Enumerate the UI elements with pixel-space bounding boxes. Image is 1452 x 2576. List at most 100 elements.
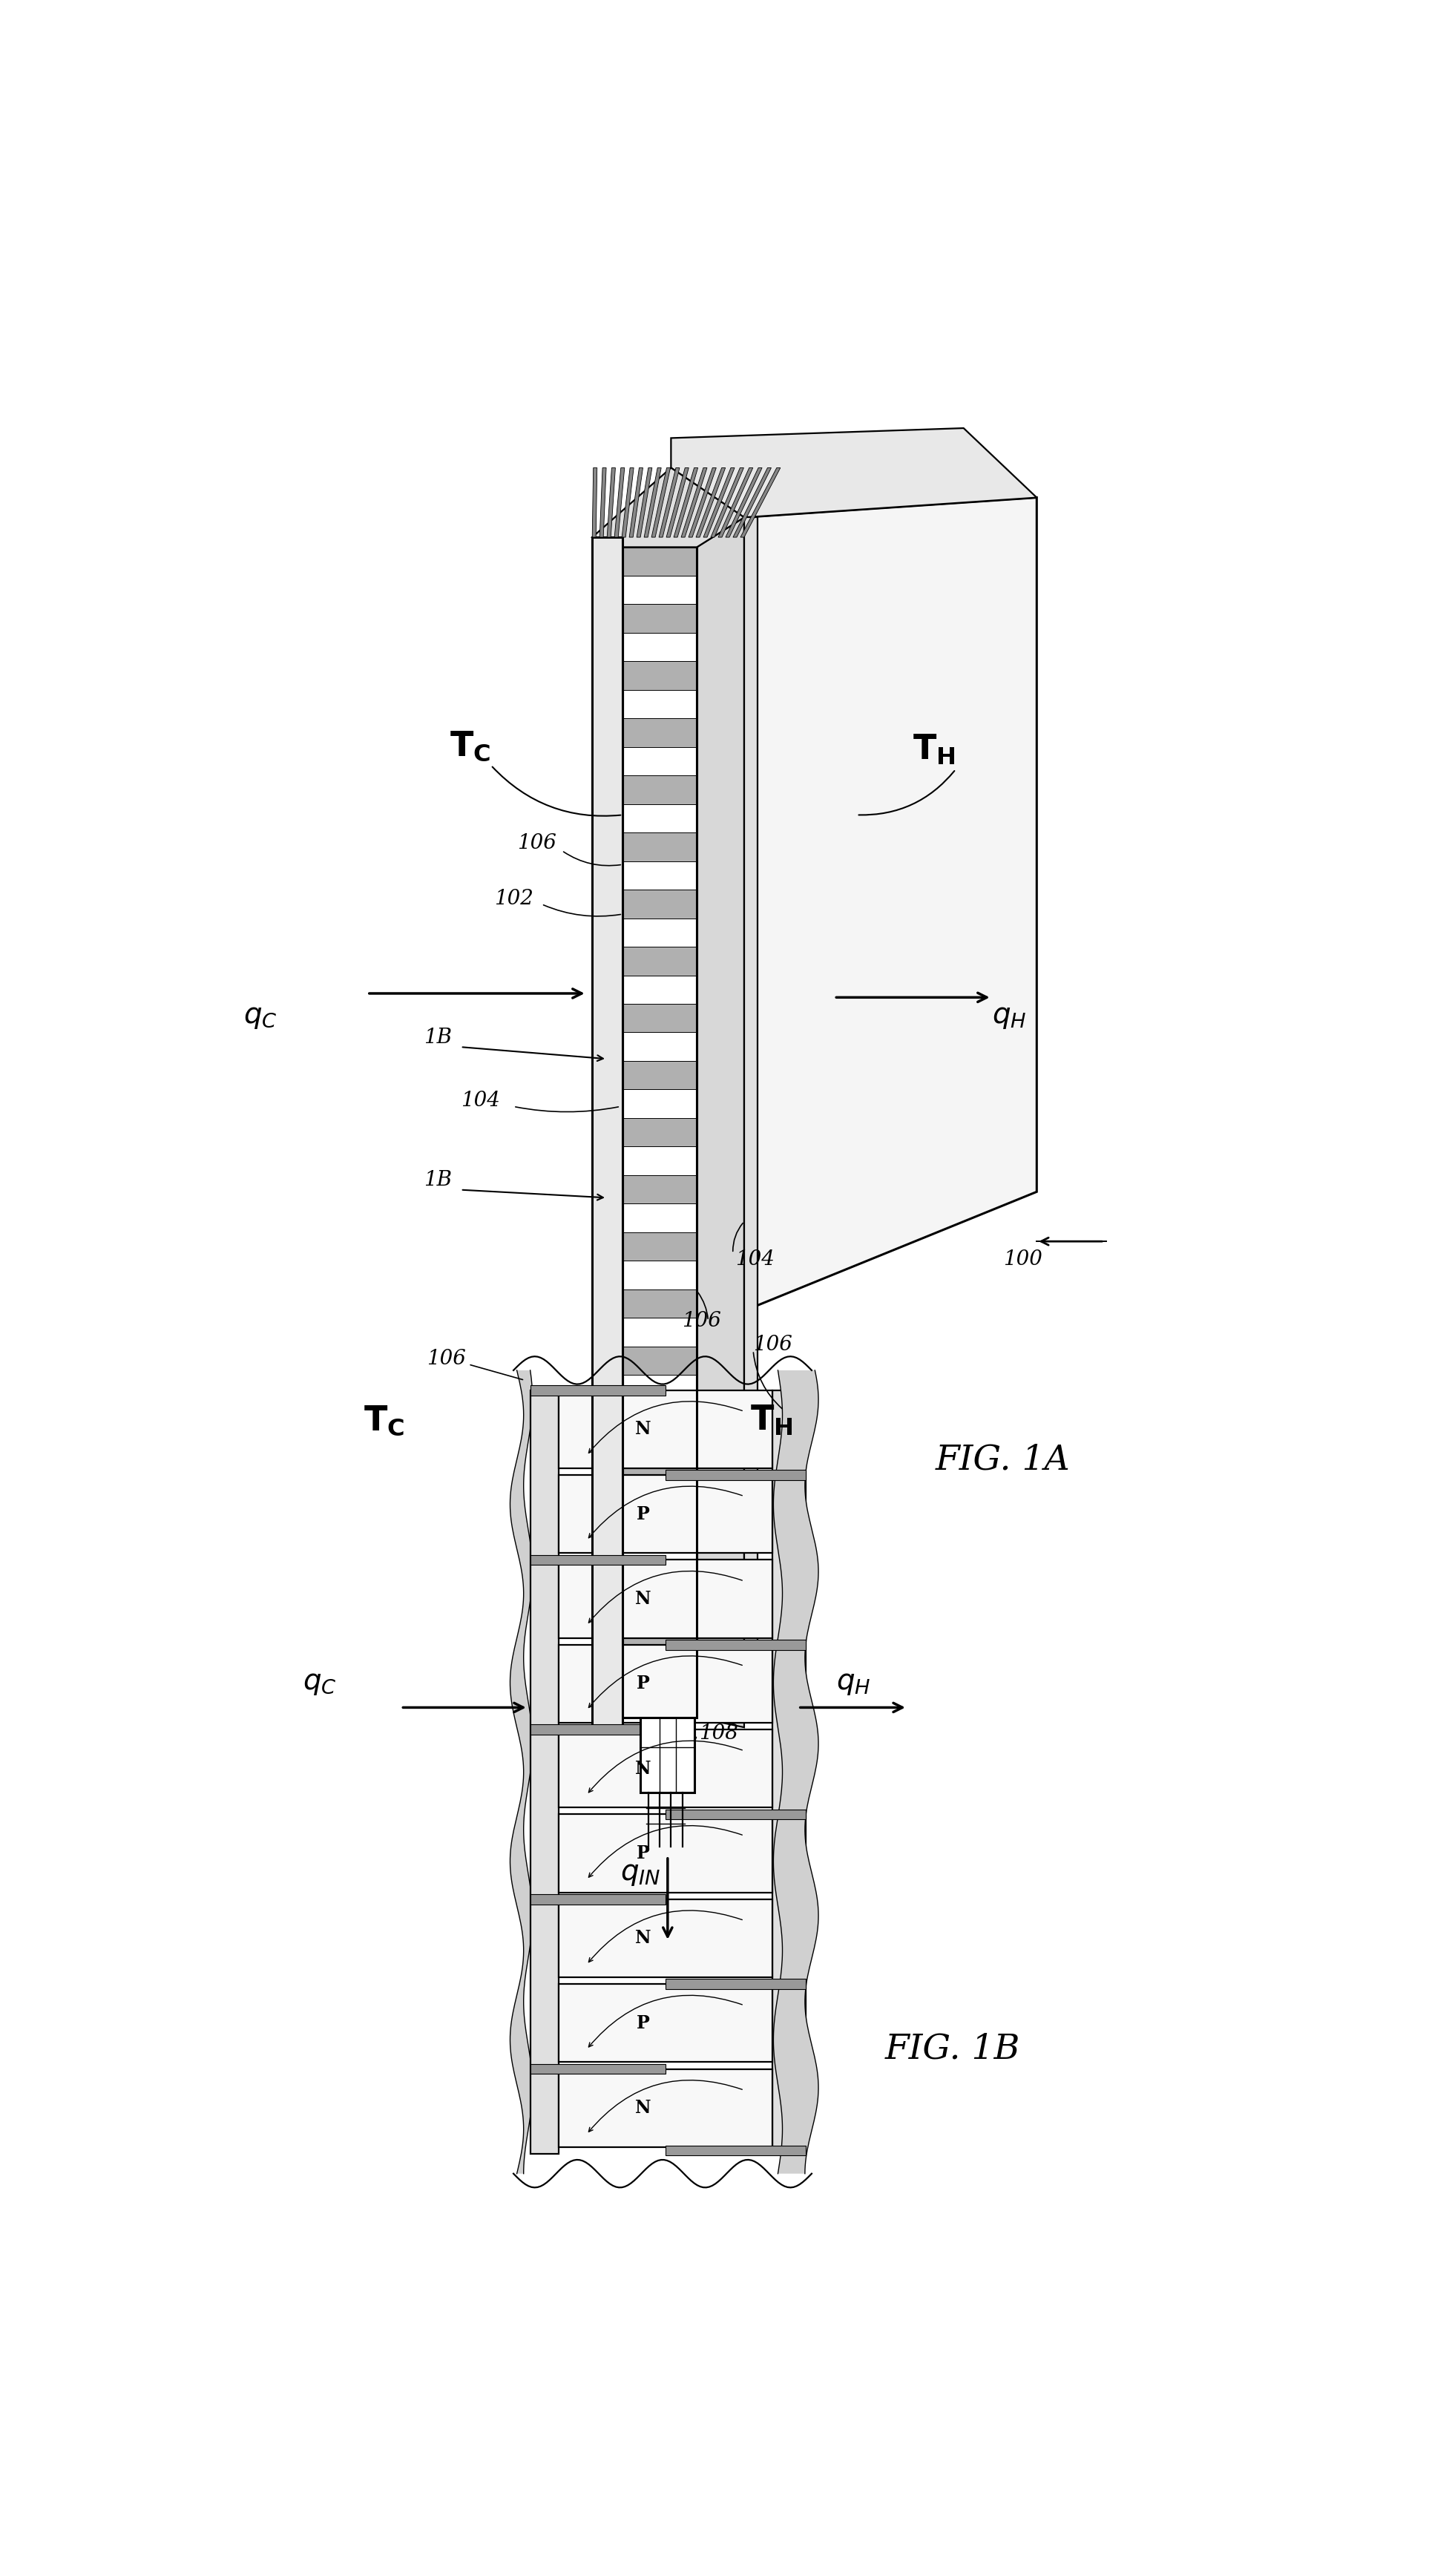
Text: $\mathbf{T_C}$: $\mathbf{T_C}$ [364, 1404, 405, 1437]
Polygon shape [652, 469, 671, 538]
Bar [623, 1118, 697, 1146]
Text: $q_{IN}$: $q_{IN}$ [620, 1860, 661, 1888]
Polygon shape [688, 469, 716, 538]
Polygon shape [703, 469, 735, 538]
Text: $q_H$: $q_H$ [992, 1002, 1027, 1030]
Polygon shape [645, 469, 661, 538]
Polygon shape [726, 469, 762, 538]
Polygon shape [733, 469, 771, 538]
Text: $q_C$: $q_C$ [303, 1669, 337, 1698]
Text: 106: 106 [754, 1334, 793, 1355]
Polygon shape [711, 469, 743, 538]
Bar [530, 2063, 665, 2074]
Polygon shape [559, 1984, 772, 2063]
Text: N: N [635, 1929, 650, 1947]
Text: $q_C$: $q_C$ [244, 1002, 277, 1030]
Polygon shape [772, 1391, 806, 2154]
Bar [623, 1404, 697, 1432]
Polygon shape [719, 469, 754, 538]
Bar [665, 1808, 806, 1819]
Polygon shape [559, 1728, 772, 1808]
Polygon shape [741, 469, 780, 538]
Bar [623, 1461, 697, 1489]
Bar [623, 1061, 697, 1090]
Text: P: P [636, 2014, 649, 2032]
Text: P: P [636, 1504, 649, 1522]
Polygon shape [697, 518, 745, 1728]
Text: $\mathbf{T_H}$: $\mathbf{T_H}$ [913, 734, 955, 768]
Text: $q_H$: $q_H$ [836, 1669, 871, 1698]
Polygon shape [636, 469, 652, 538]
Polygon shape [629, 469, 643, 538]
Bar [530, 1723, 665, 1734]
Polygon shape [592, 538, 623, 1728]
Text: 108: 108 [700, 1723, 739, 1744]
Bar [623, 546, 697, 574]
Bar [623, 719, 697, 747]
Bar [623, 1690, 697, 1718]
Polygon shape [530, 1391, 559, 2154]
Text: 100: 100 [1003, 1249, 1043, 1270]
Text: N: N [635, 1759, 650, 1777]
Bar [665, 2146, 806, 2156]
Polygon shape [600, 469, 607, 538]
Polygon shape [559, 1561, 772, 1638]
Polygon shape [614, 469, 624, 538]
Bar [530, 1386, 665, 1396]
Polygon shape [745, 518, 758, 1718]
Text: FIG. 1A: FIG. 1A [935, 1443, 1070, 1476]
Bar [623, 889, 697, 917]
Bar [623, 1631, 697, 1662]
Text: N: N [635, 1419, 650, 1437]
Text: FIG. 1B: FIG. 1B [884, 2032, 1021, 2066]
Text: 1B: 1B [424, 1170, 452, 1190]
Polygon shape [674, 469, 698, 538]
Polygon shape [607, 469, 616, 538]
Polygon shape [592, 469, 597, 538]
Text: $\mathbf{T_C}$: $\mathbf{T_C}$ [449, 729, 491, 762]
Polygon shape [623, 546, 697, 1718]
Bar [623, 775, 697, 804]
Text: 104: 104 [460, 1090, 499, 1110]
Polygon shape [666, 469, 688, 538]
Bar [623, 1288, 697, 1319]
Polygon shape [559, 1391, 772, 1468]
Bar [623, 1231, 697, 1260]
Bar [623, 1574, 697, 1602]
Text: 106: 106 [682, 1311, 722, 1332]
Text: P: P [636, 1674, 649, 1692]
Bar [530, 1893, 665, 1904]
Text: 106: 106 [427, 1350, 466, 1368]
Bar [623, 1517, 697, 1546]
Text: 104: 104 [735, 1249, 774, 1270]
Text: 102: 102 [494, 889, 533, 909]
Bar [665, 1471, 806, 1481]
Bar [623, 1175, 697, 1203]
Bar [530, 1556, 665, 1566]
Text: N: N [635, 2099, 650, 2117]
Polygon shape [696, 469, 726, 538]
Bar [623, 1005, 697, 1033]
Text: 106: 106 [517, 832, 556, 853]
Bar [623, 662, 697, 690]
Bar [623, 948, 697, 976]
Polygon shape [640, 1718, 694, 1793]
Text: $\mathbf{T_H}$: $\mathbf{T_H}$ [749, 1404, 793, 1437]
Text: 1B: 1B [424, 1028, 452, 1048]
Polygon shape [659, 469, 680, 538]
Polygon shape [671, 428, 1037, 518]
Polygon shape [681, 469, 707, 538]
Text: P: P [636, 1844, 649, 1862]
Bar [623, 1347, 697, 1376]
Bar [623, 605, 697, 634]
Polygon shape [559, 1643, 772, 1723]
Bar [665, 1978, 806, 1989]
Polygon shape [559, 1476, 772, 1553]
Polygon shape [559, 1814, 772, 1893]
Bar [623, 832, 697, 860]
Polygon shape [592, 469, 745, 546]
Text: N: N [635, 1589, 650, 1607]
Polygon shape [559, 1899, 772, 1978]
Polygon shape [621, 469, 633, 538]
Polygon shape [745, 497, 1037, 1311]
